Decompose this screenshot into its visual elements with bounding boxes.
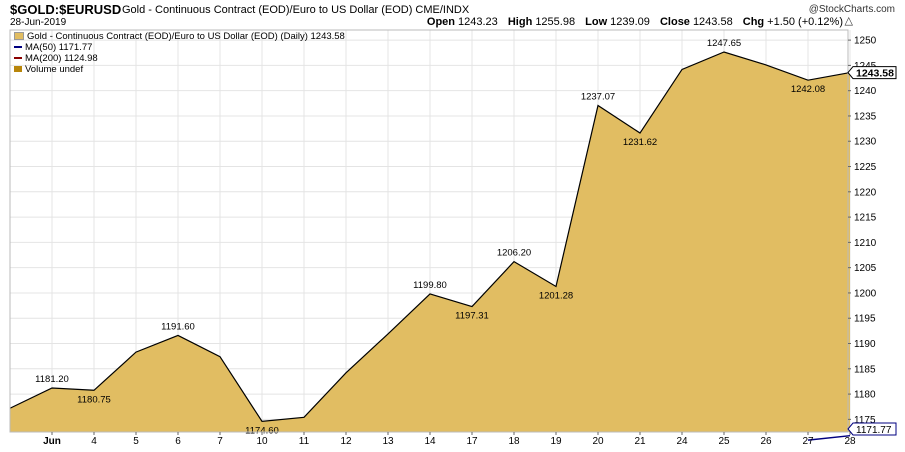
y-tick-label: 1205: [854, 263, 877, 274]
point-label: 1201.28: [539, 290, 573, 301]
legend-swatch-ma200: [14, 57, 22, 60]
point-label: 1237.07: [581, 91, 615, 102]
triangle-up-icon[interactable]: △: [844, 15, 853, 27]
y-tick-label: 1250: [854, 36, 877, 47]
ma50-line: [807, 434, 851, 441]
y-tick-label: 1180: [854, 390, 876, 401]
legend: Gold - Continuous Contract (EOD)/Euro to…: [14, 31, 345, 75]
legend-ma200: MA(200) 1124.98: [14, 53, 345, 64]
data-labels: 1181.20 1180.75 1191.60 1174.60 1199.80 1197.…: [35, 38, 825, 436]
open-value: 1243.23: [458, 16, 498, 28]
y-tick-label: 1175: [854, 415, 876, 426]
ma50-value-label: 1171.77: [856, 425, 892, 436]
price-area: [9, 51, 851, 441]
low-label: Low: [585, 16, 608, 28]
x-tick-label: 25: [718, 436, 730, 447]
y-tick-label: 1225: [854, 162, 877, 173]
x-tick-label: 6: [175, 436, 181, 447]
x-tick-label: 4: [91, 436, 97, 447]
y-tick-label: 1220: [854, 187, 877, 198]
high-label: High: [507, 16, 533, 28]
plot-frame: [9, 29, 849, 433]
x-tick-label: 10: [256, 436, 268, 447]
x-tick-label: 28: [844, 436, 856, 447]
x-tick-label: 18: [508, 436, 520, 447]
point-label: 1197.31: [455, 311, 489, 322]
x-tick-label: 13: [382, 436, 394, 447]
x-tick-label: 19: [550, 436, 562, 447]
copyright: @StockCharts.com: [807, 4, 895, 15]
x-tick-label: 17: [466, 436, 478, 447]
x-tick-label: 7: [217, 436, 223, 447]
point-label: 1174.60: [245, 425, 279, 436]
last-value-tag: [847, 66, 897, 80]
y-tick-label: 1215: [854, 213, 877, 224]
point-label: 1231.62: [623, 137, 657, 148]
point-label: 1247.65: [707, 38, 741, 49]
open-label: Open: [426, 16, 456, 28]
symbol-description: Gold - Continuous Contract (EOD)/Euro to…: [122, 4, 470, 16]
x-tick-label: 24: [676, 436, 688, 447]
point-label: 1181.20: [35, 374, 69, 385]
axes: Jun 4 5 6 7 10 11 12 13 14 17 18 19 20 21 24 25 26 27 28117…: [9, 29, 897, 447]
y-tick-label: 1230: [854, 137, 877, 148]
y-tick-label: 1240: [854, 86, 877, 97]
price-area-fill: [10, 51, 850, 433]
point-label: 1206.20: [497, 248, 531, 259]
copyright-text: @StockCharts.com: [808, 4, 895, 15]
legend-volume: Volume undef: [14, 64, 345, 75]
symbol-title: $GOLD:$EURUSD: [10, 2, 122, 17]
x-tick-label: 12: [340, 436, 352, 447]
chg-value: +1.50 (+0.12%): [767, 16, 843, 28]
ohlc-summary: Open 1243.23 High 1255.98 Low 1239.09 Close…: [427, 16, 850, 28]
legend-ma50-label: MA(50) 1171.77: [25, 42, 93, 53]
point-label: 1191.60: [161, 321, 195, 332]
point-label: 1242.08: [791, 84, 825, 95]
x-tick-label: 14: [424, 436, 436, 447]
close-label: Close: [659, 16, 690, 28]
y-tick-label: 1210: [854, 238, 877, 249]
legend-main: Gold - Continuous Contract (EOD)/Euro to…: [14, 31, 345, 42]
y-tick-label: 1185: [854, 364, 876, 375]
y-tick-label: 1190: [854, 339, 876, 350]
x-tick-label: Jun: [43, 436, 61, 447]
chart-date: 28-Jun-2019: [10, 17, 67, 28]
legend-main-label: Gold - Continuous Contract (EOD)/Euro to…: [27, 31, 345, 42]
y-tick-label: 1195: [854, 314, 876, 325]
x-tick-label: 11: [299, 436, 310, 447]
high-value: 1255.98: [535, 16, 576, 28]
y-tick-label: 1235: [854, 111, 877, 122]
legend-swatch-main: [14, 32, 24, 41]
legend-swatch-volume: [14, 66, 22, 73]
legend-ma50: MA(50) 1171.77: [14, 42, 345, 53]
last-value-label: 1243.58: [856, 68, 894, 80]
y-tick-label: 1200: [854, 288, 877, 299]
chart-header: $GOLD:$EURUSD Gold - Continuous Contract…: [0, 0, 905, 30]
x-tick-label: 26: [760, 436, 772, 447]
chg-label: Chg: [742, 16, 765, 28]
x-tick-label: 27: [802, 436, 814, 447]
x-tick-label: 21: [634, 436, 646, 447]
legend-volume-label: Volume undef: [25, 64, 84, 75]
x-tick-label: 20: [592, 436, 604, 447]
close-value: 1243.58: [692, 16, 733, 28]
x-tick-label: 5: [133, 436, 139, 447]
price-line: [9, 51, 851, 423]
ma50-value-tag: [847, 422, 897, 436]
legend-swatch-ma50: [14, 46, 22, 49]
legend-ma200-label: MA(200) 1124.98: [25, 53, 98, 64]
point-label: 1180.75: [77, 394, 111, 405]
low-value: 1239.09: [610, 16, 650, 28]
point-label: 1199.80: [413, 280, 447, 291]
